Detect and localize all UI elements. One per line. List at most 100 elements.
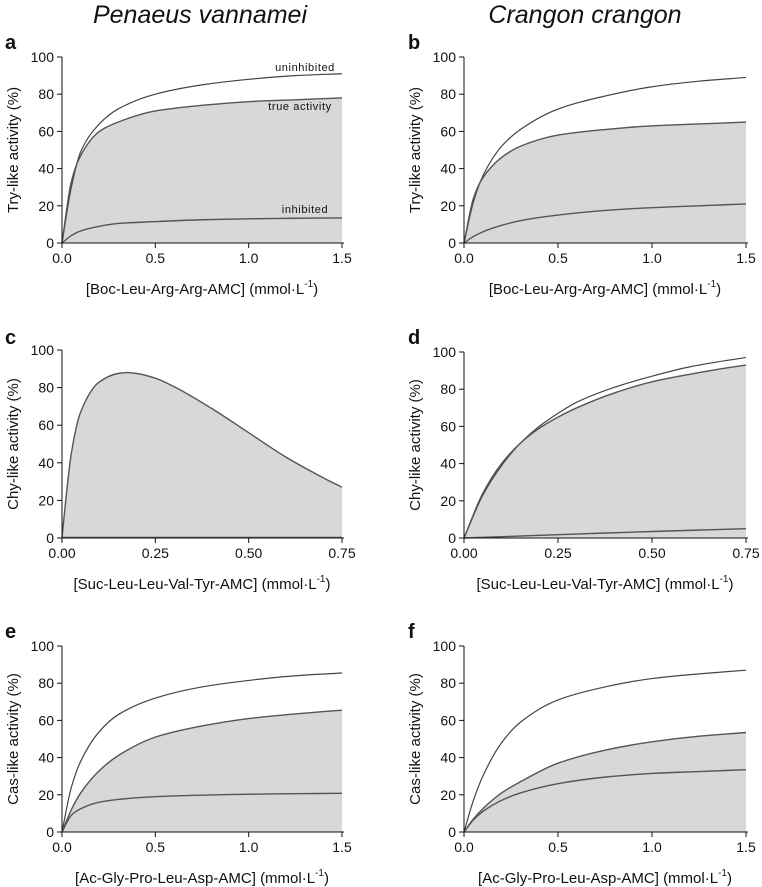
x-tick-label: 1.0 (239, 839, 259, 855)
annotation-true-activity: true activity (268, 101, 331, 113)
x-axis-label-close: ) (326, 576, 331, 593)
x-tick-label: 0.00 (450, 545, 477, 561)
x-tick-label: 1.0 (642, 839, 662, 855)
true-activity-area (464, 365, 746, 538)
y-tick-label: 40 (38, 161, 54, 177)
y-tick-label: 60 (38, 417, 54, 433)
x-tick-label: 0.0 (454, 839, 474, 855)
y-axis-label: Try-like activity (%) (407, 87, 424, 213)
x-axis-label-close: ) (727, 870, 732, 887)
x-axis-label-close: ) (729, 576, 734, 593)
true-activity-area (464, 122, 746, 243)
x-axis-label: [Suc-Leu-Leu-Val-Tyr-AMC] (mmol·L-1) (476, 574, 733, 593)
series-line-uninhibited (463, 356, 747, 539)
y-tick-label: 60 (38, 123, 54, 139)
y-tick-label: 80 (440, 381, 456, 397)
x-axis-label-text: [Ac-Gly-Pro-Leu-Asp-AMC] (mmol·L (478, 870, 718, 887)
y-tick-label: 20 (440, 787, 456, 803)
x-tick-label: 1.0 (642, 250, 662, 266)
true-activity-area (62, 372, 342, 538)
series-line-inhibited (463, 768, 747, 833)
panel-letter: f (408, 621, 415, 643)
panel-f: f 0.0 0.5 1.0 1.5 0 20 40 60 80 100 Cas-like activi… (407, 621, 756, 887)
series-line-inhibited (463, 528, 747, 539)
panel-letter: e (5, 621, 16, 643)
x-tick-label: 1.5 (736, 250, 756, 266)
x-axis-label-close: ) (324, 870, 329, 887)
x-axis-label: [Ac-Gly-Pro-Leu-Asp-AMC] (mmol·L-1) (478, 868, 732, 887)
y-tick-label: 60 (440, 712, 456, 728)
x-tick-label: 0.5 (548, 250, 568, 266)
series-line-uninhibited (463, 669, 747, 833)
y-tick-label: 80 (38, 675, 54, 691)
series-line-uninhibited (61, 672, 343, 833)
y-tick-label: 40 (440, 456, 456, 472)
true-activity-area (62, 710, 342, 832)
y-axis-label: Chy-like activity (%) (407, 379, 424, 511)
x-tick-label: 0.0 (52, 250, 72, 266)
x-tick-label: 0.5 (146, 839, 166, 855)
panel-e: e 0.0 0.5 1.0 1.5 0 20 40 60 80 100 Cas-like activi… (5, 621, 352, 887)
panel-b: b 0.0 0.5 1.0 1.5 0 20 40 60 80 100 Try-like activi… (407, 32, 756, 298)
x-tick-label: 0.5 (146, 250, 166, 266)
x-axis-label-text: [Boc-Leu-Arg-Arg-AMC] (mmol·L (86, 281, 304, 298)
panel-letter: c (5, 327, 16, 349)
y-axis-label: Try-like activity (%) (5, 87, 22, 213)
series-line-true-activity (61, 371, 343, 539)
x-axis-label-superscript: -1 (304, 279, 313, 290)
x-axis-label-superscript: -1 (718, 868, 727, 879)
x-tick-label: 0.50 (638, 545, 665, 561)
panel-letter: b (408, 32, 420, 54)
true-activity-area (464, 732, 746, 832)
x-tick-label: 0.50 (235, 545, 262, 561)
x-tick-label: 1.5 (332, 839, 352, 855)
true-activity-area (62, 97, 342, 243)
panel-d: d 0.00 0.25 0.50 0.75 0 20 40 60 80 100 Chy-like ac… (407, 327, 760, 593)
x-tick-label: 0.75 (328, 545, 355, 561)
y-tick-label: 0 (448, 824, 456, 840)
y-tick-label: 40 (440, 161, 456, 177)
series-line-inhibited (463, 203, 747, 244)
y-tick-label: 100 (433, 638, 457, 654)
x-tick-label: 0.0 (52, 839, 72, 855)
series-line-true-activity (463, 364, 747, 539)
y-tick-label: 0 (46, 235, 54, 251)
series-line-true-activity (463, 121, 747, 244)
x-axis-label-superscript: -1 (317, 574, 326, 585)
y-tick-label: 20 (38, 787, 54, 803)
y-axis-label: Cas-like activity (%) (407, 673, 424, 805)
x-axis-label-close: ) (313, 281, 318, 298)
y-tick-label: 80 (440, 675, 456, 691)
x-axis-label-close: ) (716, 281, 721, 298)
y-tick-label: 100 (31, 638, 55, 654)
y-tick-label: 40 (38, 455, 54, 471)
x-axis-label-text: [Suc-Leu-Leu-Val-Tyr-AMC] (mmol·L (73, 576, 316, 593)
x-axis-label: [Ac-Gly-Pro-Leu-Asp-AMC] (mmol·L-1) (75, 868, 329, 887)
x-tick-label: 0.00 (48, 545, 75, 561)
x-axis-label-text: [Ac-Gly-Pro-Leu-Asp-AMC] (mmol·L (75, 870, 315, 887)
x-axis-label: [Boc-Leu-Arg-Arg-AMC] (mmol·L-1) (86, 279, 318, 298)
y-tick-label: 60 (38, 712, 54, 728)
panel-a: a 0.0 0.5 1.0 1.5 0 20 40 60 80 100 Try-like activi… (5, 32, 352, 298)
series-line-true-activity (463, 731, 747, 833)
panel-c: c 0.00 0.25 0.50 0.75 0 20 40 60 80 100 Chy-like ac… (5, 327, 356, 593)
column-title-left: Penaeus vannamei (93, 1, 308, 29)
x-tick-label: 0.5 (548, 839, 568, 855)
x-tick-label: 0.25 (544, 545, 571, 561)
y-tick-label: 60 (440, 418, 456, 434)
x-axis-label-superscript: -1 (707, 279, 716, 290)
series-line-inhibited (61, 792, 343, 833)
y-tick-label: 0 (448, 235, 456, 251)
y-axis-label: Chy-like activity (%) (5, 378, 22, 510)
x-tick-label: 0.0 (454, 250, 474, 266)
y-tick-label: 100 (433, 344, 457, 360)
y-axis-label: Cas-like activity (%) (5, 673, 22, 805)
x-tick-label: 1.0 (239, 250, 259, 266)
y-tick-label: 80 (440, 86, 456, 102)
y-tick-label: 0 (46, 824, 54, 840)
x-axis-label: [Boc-Leu-Arg-Arg-AMC] (mmol·L-1) (489, 279, 721, 298)
y-tick-label: 60 (440, 123, 456, 139)
x-axis-label-text: [Suc-Leu-Leu-Val-Tyr-AMC] (mmol·L (476, 576, 719, 593)
y-tick-label: 20 (38, 198, 54, 214)
